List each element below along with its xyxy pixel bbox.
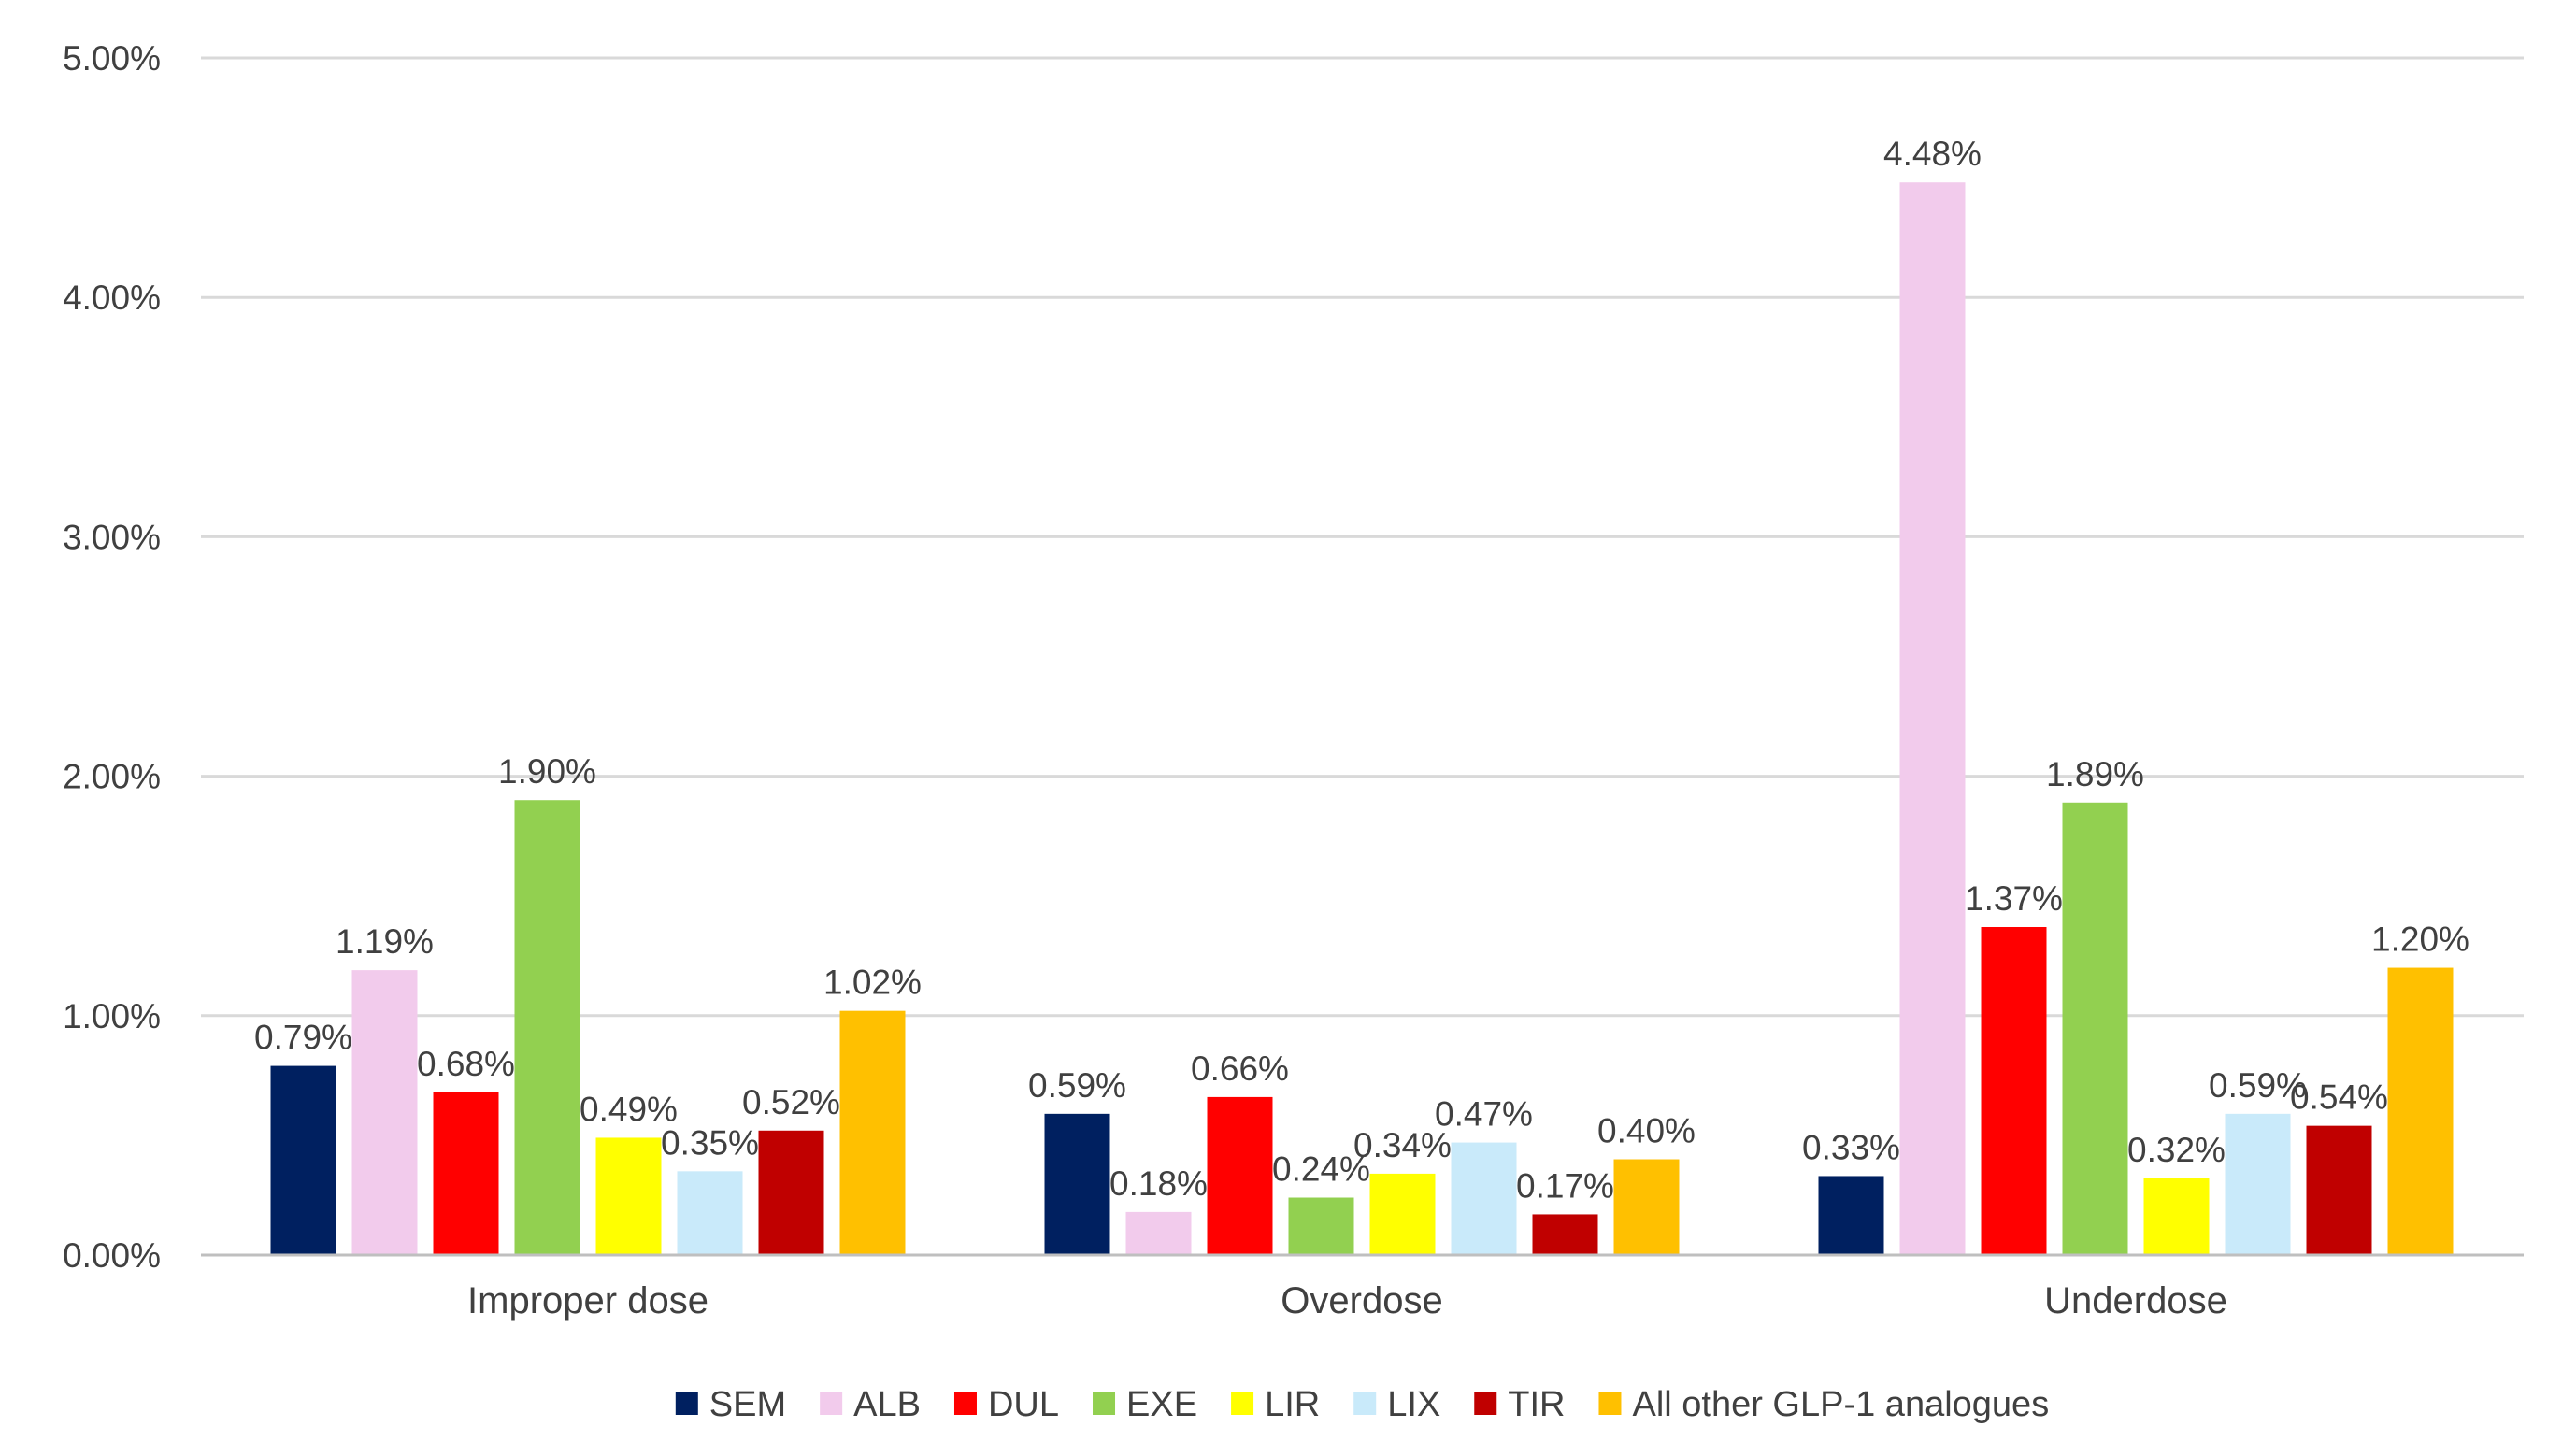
bar-dul-overdose <box>1207 1096 1273 1255</box>
data-label: 0.59% <box>1028 1066 1126 1105</box>
bar-lir-overdose <box>1369 1173 1436 1255</box>
legend-label: LIX <box>1387 1385 1440 1424</box>
y-tick-label: 0.00% <box>63 1236 161 1275</box>
data-label: 0.52% <box>742 1083 840 1121</box>
bar-exe-improper-dose <box>514 800 580 1255</box>
bar-sem-overdose <box>1044 1113 1110 1255</box>
legend-item-all-other-glp-1-analogues: All other GLP-1 analogues <box>1598 1385 2049 1424</box>
data-label: 1.37% <box>1965 879 2063 918</box>
data-label: 0.79% <box>254 1019 352 1057</box>
bar-lir-underdose <box>2143 1178 2210 1255</box>
data-label: 0.24% <box>1272 1150 1370 1189</box>
y-tick-label: 3.00% <box>63 518 161 556</box>
bar-tir-improper-dose <box>758 1130 824 1255</box>
data-label: 1.20% <box>2371 921 2469 959</box>
legend-swatch <box>675 1392 698 1415</box>
data-label: 1.19% <box>336 922 434 961</box>
bar-sem-underdose <box>1818 1176 1884 1255</box>
data-label: 0.18% <box>1109 1164 1208 1203</box>
legend-swatch <box>953 1392 977 1415</box>
x-axis: Improper dose Overdose Underdose <box>201 1253 2524 1321</box>
data-label: 1.02% <box>823 964 922 1002</box>
gridlines <box>201 56 2524 1018</box>
data-label: 0.32% <box>2127 1131 2226 1169</box>
data-label: 0.33% <box>1802 1128 1900 1166</box>
data-label: 1.89% <box>2046 755 2144 793</box>
x-category-label: Underdose <box>2044 1280 2227 1321</box>
legend-label: TIR <box>1508 1385 1565 1424</box>
legend: SEM ALB DUL EXE LIR LIX TIR All other GLP-1 ana… <box>675 1385 2049 1424</box>
bar-all-other-glp-1-analogues-underdose <box>2387 967 2454 1255</box>
x-category-label: Overdose <box>1281 1280 1442 1321</box>
bar-sem-improper-dose <box>270 1065 336 1255</box>
legend-swatch <box>820 1392 843 1415</box>
legend-item-exe: EXE <box>1093 1385 1197 1424</box>
legend-label: All other GLP-1 analogues <box>1632 1385 2049 1424</box>
y-tick-label: 1.00% <box>63 997 161 1035</box>
legend-label: EXE <box>1126 1385 1197 1424</box>
data-label: 0.17% <box>1516 1166 1614 1205</box>
data-label: 0.66% <box>1191 1049 1289 1088</box>
data-labels: 0.79% 1.19% 0.68% 1.90% 0.49%0.35%0.52% 1.02%… <box>254 135 2469 1205</box>
y-tick-label: 4.00% <box>63 278 161 317</box>
data-label: 0.35% <box>661 1123 759 1162</box>
y-axis-ticks: 0.00% 1.00% 2.00% 3.00% 4.00% 5.00% <box>63 39 161 1275</box>
data-label: 0.34% <box>1353 1126 1452 1164</box>
legend-label: ALB <box>853 1385 921 1424</box>
legend-item-tir: TIR <box>1474 1385 1565 1424</box>
bar-lir-improper-dose <box>595 1137 662 1255</box>
bar-lix-improper-dose <box>677 1171 743 1255</box>
bar-alb-overdose <box>1125 1211 1192 1255</box>
bar-exe-overdose <box>1288 1197 1354 1255</box>
legend-swatch <box>1231 1392 1254 1415</box>
legend-label: LIR <box>1265 1385 1320 1424</box>
data-label: 0.54% <box>2290 1078 2388 1117</box>
y-tick-label: 2.00% <box>63 758 161 796</box>
bar-tir-overdose <box>1532 1214 1598 1255</box>
data-label: 1.90% <box>498 752 596 791</box>
x-category-label: Improper dose <box>467 1280 708 1321</box>
bar-dul-improper-dose <box>433 1092 499 1255</box>
legend-swatch <box>1474 1392 1497 1415</box>
data-label: 0.40% <box>1597 1112 1696 1150</box>
data-label: 0.68% <box>417 1045 515 1083</box>
legend-swatch <box>1353 1392 1377 1415</box>
legend-label: DUL <box>988 1385 1059 1424</box>
bar-all-other-glp-1-analogues-overdose <box>1613 1159 1680 1255</box>
data-label: 0.49% <box>580 1090 678 1128</box>
legend-item-lir: LIR <box>1231 1385 1320 1424</box>
bar-lix-overdose <box>1451 1142 1517 1255</box>
legend-label: SEM <box>709 1385 786 1424</box>
bar-lix-underdose <box>2225 1113 2291 1255</box>
bars <box>270 182 2454 1255</box>
data-label: 0.59% <box>2209 1066 2307 1105</box>
bar-exe-underdose <box>2062 802 2128 1255</box>
y-tick-label: 5.00% <box>63 39 161 78</box>
legend-swatch <box>1598 1392 1622 1415</box>
bar-tir-underdose <box>2306 1125 2372 1255</box>
bar-dul-underdose <box>1981 927 2047 1255</box>
bar-all-other-glp-1-analogues-improper-dose <box>839 1010 906 1255</box>
data-label: 0.47% <box>1435 1095 1533 1134</box>
legend-item-dul: DUL <box>953 1385 1059 1424</box>
legend-item-alb: ALB <box>820 1385 921 1424</box>
bar-alb-improper-dose <box>351 970 418 1255</box>
legend-swatch <box>1093 1392 1116 1415</box>
bar-alb-underdose <box>1899 182 1966 1255</box>
data-label: 4.48% <box>1883 135 1982 173</box>
legend-item-sem: SEM <box>675 1385 786 1424</box>
legend-item-lix: LIX <box>1353 1385 1440 1424</box>
